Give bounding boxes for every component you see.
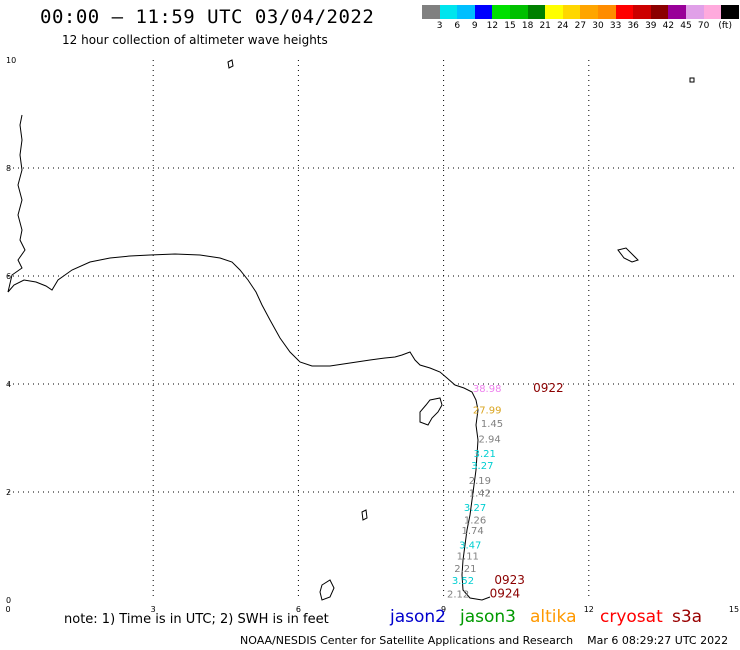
x-tick-label: 15 (729, 605, 739, 614)
scale-swatch (492, 5, 510, 19)
scale-label: 42 (662, 21, 675, 31)
y-tick-label: 4 (6, 380, 11, 389)
coastline-west (7, 114, 26, 293)
scale-swatch (457, 5, 475, 19)
legend-jason3: jason3 (460, 607, 516, 627)
scale-swatch (527, 5, 546, 19)
scale-swatch (509, 5, 528, 19)
scale-swatch (685, 5, 704, 19)
scale-label: 36 (627, 21, 639, 31)
scale-label: 6 (454, 21, 461, 31)
x-tick-label: 9 (441, 605, 446, 614)
scale-swatch (721, 5, 739, 19)
legend-jason2: jason2 (390, 607, 446, 627)
y-tick-label: 10 (6, 56, 16, 65)
wave-height-label: 3.27 (471, 461, 493, 472)
x-tick-label: 12 (584, 605, 594, 614)
scale-swatch (545, 5, 563, 19)
map-title: 00:00 – 11:59 UTC 03/04/2022 (40, 6, 375, 28)
wave-height-label: 38.98 (473, 384, 502, 395)
wave-height-label: 2.12 (447, 589, 469, 600)
y-tick-label: 6 (6, 272, 11, 281)
axis-labels: 0 3 6 9 12 15 10 8 6 4 2 0 (5, 56, 739, 614)
scale-label: 9 (471, 21, 478, 31)
legend-note: note: 1) Time is in UTC; 2) SWH is in fe… (64, 612, 329, 627)
scale-swatch (597, 5, 616, 19)
island-south (319, 579, 335, 601)
scale-swatch (703, 5, 722, 19)
scale-swatch (562, 5, 581, 19)
scale-label: 12 (486, 21, 499, 31)
x-tick-label: 3 (151, 605, 156, 614)
scale-label: 24 (557, 21, 569, 31)
scale-label: 18 (521, 21, 534, 31)
scale-label: 39 (645, 21, 657, 31)
wave-height-label: 1.26 (464, 515, 486, 526)
scale-label: 27 (574, 21, 587, 31)
scale-label: 70 (697, 21, 710, 31)
scale-swatch (422, 5, 440, 19)
pass-time-label: 0924 (490, 586, 521, 600)
y-tick-label: 0 (6, 596, 11, 605)
scale-swatch (580, 5, 598, 19)
scale-swatch (668, 5, 686, 19)
y-tick-label: 8 (6, 164, 11, 173)
footer: NOAA/NESDIS Center for Satellite Applica… (240, 634, 728, 647)
wave-height-label: 3.27 (464, 503, 486, 514)
wave-height-label: 27.99 (473, 406, 502, 417)
island-east (419, 397, 443, 426)
island-small (361, 509, 368, 521)
wave-height-label: 1.11 (457, 552, 479, 563)
scale-swatch (633, 5, 651, 19)
wave-height-label: 1.45 (481, 419, 503, 430)
coastline-main (7, 253, 491, 601)
scale-swatch (439, 5, 458, 19)
legend-cryosat: cryosat (600, 607, 663, 627)
scale-label: 30 (592, 21, 604, 31)
wave-height-label: 3.47 (459, 541, 481, 552)
x-tick-label: 6 (296, 605, 301, 614)
scale-label: 21 (539, 21, 551, 31)
wave-height-label: 1.74 (462, 526, 484, 537)
wave-height-label: 2.19 (469, 476, 491, 487)
x-tick-label: 0 (5, 605, 10, 614)
legend-altika: altika (530, 607, 577, 627)
pass-time-label: 0922 (533, 381, 564, 395)
y-tick-label: 2 (6, 488, 11, 497)
scale-swatch (650, 5, 669, 19)
scale-label: 45 (680, 21, 692, 31)
pass-time-label: 0923 (494, 573, 525, 587)
wave-height-label: 1.42 (469, 488, 491, 499)
map-grid (8, 60, 734, 600)
scale-label: (ft) (718, 21, 732, 31)
island-north (227, 59, 234, 69)
scale-label: 15 (504, 21, 516, 31)
wave-observations: 38.9827.991.452.943.213.272.191.423.271.… (447, 384, 503, 600)
map-subtitle: 12 hour collection of altimeter wave hei… (62, 33, 328, 47)
scale-swatch (474, 5, 493, 19)
scale-swatch (615, 5, 634, 19)
scale-label: 33 (609, 21, 622, 31)
wave-height-label: 3.21 (474, 449, 496, 460)
scale-label: 3 (436, 21, 443, 31)
color-scale-labels: 3 6 9 12 15 18 21 24 27 30 33 36 39 42 45 70 (ft) (422, 21, 740, 33)
footer-timestamp: Mar 6 08:29:27 UTC 2022 (587, 634, 729, 647)
coastline (7, 59, 695, 601)
color-scale (422, 5, 739, 19)
wave-height-label: 2.21 (454, 564, 476, 575)
legend-s3a: s3a (672, 607, 703, 627)
footer-credit: NOAA/NESDIS Center for Satellite Applica… (240, 634, 574, 647)
island-dot (689, 77, 695, 83)
wave-height-label: 2.94 (478, 434, 500, 445)
island-ne (617, 247, 639, 263)
wave-height-label: 3.52 (452, 576, 474, 587)
